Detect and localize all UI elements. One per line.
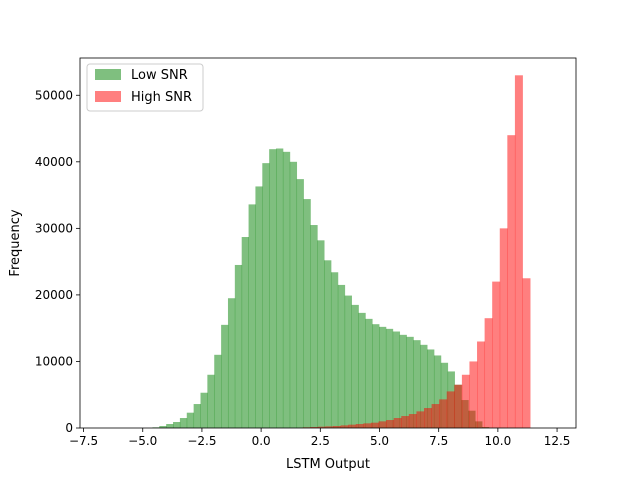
bar-high-snr [416,411,425,428]
y-tick-label: 50000 [35,88,73,102]
bar-low-snr [227,298,236,428]
x-tick-label: 5.0 [370,434,389,448]
bar-low-snr [200,392,208,428]
bar-low-snr [385,328,394,428]
bar-low-snr [221,324,229,428]
bar-high-snr [363,423,372,428]
legend-label-high-snr: High SNR [131,90,192,105]
bar-low-snr [289,161,298,428]
bar-low-snr [317,240,325,428]
y-axis-label: Frequency [8,209,23,276]
bar-high-snr [310,427,319,428]
bar-high-snr [507,135,516,428]
bar-low-snr [392,331,401,428]
bar-low-snr [413,340,421,428]
axes-frame [79,57,577,429]
legend-swatch-high-snr [95,91,121,102]
bar-high-snr [522,278,531,428]
bar-low-snr [173,422,181,428]
bar-low-snr [248,204,256,428]
bar-high-snr [370,422,379,428]
bar-low-snr [166,424,174,428]
bar-high-snr [469,361,478,428]
bar-low-snr [433,355,442,428]
y-tick-label: 30000 [35,221,73,235]
bar-low-snr [269,149,277,429]
bar-low-snr [406,336,414,428]
bar-high-snr [446,391,455,428]
bar-high-snr [454,384,463,428]
x-tick-label: 12.5 [544,434,571,448]
x-tick-label: −2.5 [187,434,216,448]
bar-high-snr [514,75,523,429]
bar-high-snr [348,424,357,428]
bar-high-snr [378,421,387,428]
x-tick-label: 2.5 [311,434,330,448]
bar-low-snr [186,412,195,428]
y-tick-label: 0 [65,421,73,435]
bar-low-snr [379,326,387,428]
bar-high-snr [317,426,326,428]
y-tick-label: 20000 [35,288,73,302]
bar-low-snr [420,344,428,428]
bar-high-snr [340,425,349,428]
bar-low-snr [427,349,435,428]
bar-low-snr [330,272,339,428]
bar-high-snr [401,416,410,428]
bar-low-snr [234,264,243,428]
bar-low-snr [296,179,304,428]
bar-high-snr [439,399,448,428]
y-tick-label: 40000 [35,155,73,169]
y-axis-ticks: 0 10000 20000 30000 40000 50000 [35,88,80,435]
bar-low-snr [440,362,449,428]
bar-low-snr [324,260,332,428]
x-tick-label: −7.5 [69,434,98,448]
bar-low-snr [365,318,373,428]
x-axis-label: LSTM Output [286,457,370,472]
bar-low-snr [399,334,407,428]
bar-low-snr [372,324,380,428]
bar-low-snr [179,418,188,428]
bar-low-snr [207,374,215,428]
bar-low-snr [193,404,201,428]
bar-high-snr [386,420,395,428]
x-tick-label: 10.0 [485,434,512,448]
x-axis-ticks: −7.5 −5.0 −2.5 0.0 2.5 5.0 7.5 10.0 12.5 [69,428,570,448]
bar-high-snr [408,414,417,428]
legend-label-low-snr: Low SNR [131,68,188,83]
bar-low-snr [337,284,346,428]
legend-swatch-low-snr [95,69,121,80]
bar-high-snr [477,341,486,428]
y-tick-label: 10000 [35,354,73,368]
bar-low-snr [262,163,270,428]
bar-high-snr [333,426,342,428]
bar-low-snr [241,237,249,428]
bar-low-snr [358,312,366,428]
x-tick-label: 0.0 [252,434,271,448]
bar-low-snr [351,304,359,428]
bar-low-snr [214,354,222,428]
bar-high-snr [461,374,470,428]
bar-low-snr [282,151,291,428]
legend: Low SNR High SNR [86,63,204,112]
x-tick-label: 7.5 [429,434,448,448]
bar-high-snr [431,404,440,428]
x-tick-label: −5.0 [128,434,157,448]
bar-low-snr [344,295,352,428]
bar-low-snr [310,225,318,428]
histogram-bars [152,75,531,429]
bar-high-snr [499,228,508,428]
bar-high-snr [393,418,402,428]
bar-high-snr [424,408,432,428]
bar-high-snr [492,281,501,428]
bar-high-snr [355,424,364,428]
bar-low-snr [255,186,263,428]
bar-low-snr [276,148,284,428]
bar-high-snr [325,426,334,428]
bar-low-snr [303,199,311,428]
bar-high-snr [484,318,493,428]
bar-low-snr [159,426,167,428]
